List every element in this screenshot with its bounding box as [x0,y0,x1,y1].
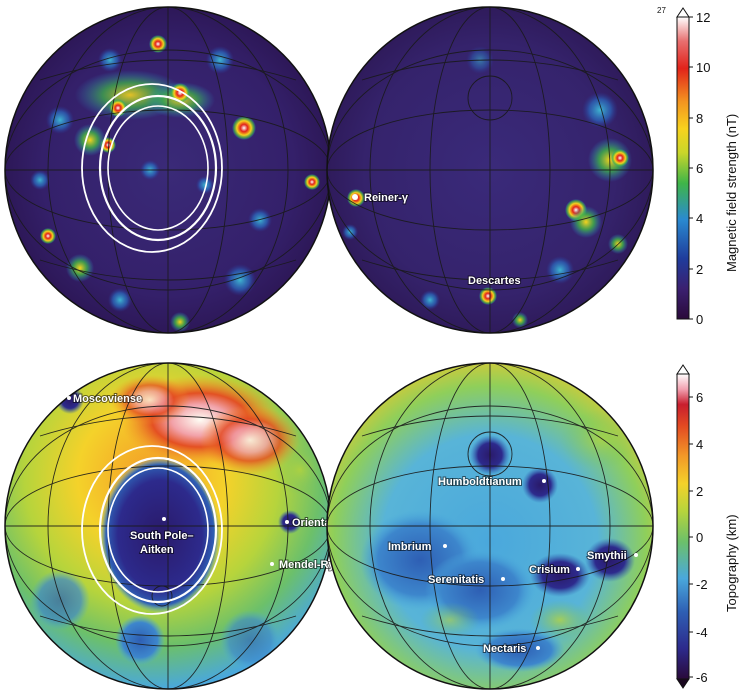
topo-tick-m4: -4 [696,625,708,640]
mag-tick-8: 8 [696,111,703,126]
topography-farside-hemisphere: Moscoviense South Pole– Aitken Orientale… [4,362,366,690]
topography-nearside-hemisphere: Humboldtianum Imbrium Serenitatis Crisiu… [326,362,654,690]
mag-tick-12: 12 [696,10,710,25]
colorbar-max-note: 27 [657,6,666,15]
label-moscoviense: Moscoviense [73,393,142,405]
mag-tick-2: 2 [696,262,703,277]
topo-tick-0: 0 [696,530,703,545]
topo-tick-2: 2 [696,484,703,499]
label-reiner: Reiner-γ [364,192,409,204]
label-spa-line2: Aitken [140,544,174,556]
mag-tick-4: 4 [696,211,703,226]
topo-tick-m6: -6 [696,670,708,685]
mag-tick-6: 6 [696,161,703,176]
label-humboldtianum: Humboldtianum [438,476,522,488]
label-nectaris: Nectaris [483,643,526,655]
label-smythii: Smythii [587,550,627,562]
label-descartes: Descartes [468,275,521,287]
label-serenitatis: Serenitatis [428,574,484,586]
mag-tick-0: 0 [696,312,703,327]
topo-tick-4: 4 [696,437,703,452]
magnetic-colorbar-title: Magnetic field strength (nT) [724,114,739,272]
topography-colorbar: -6 -4 -2 0 2 4 6 Topography (km) [676,364,739,689]
magnetic-farside-hemisphere [4,6,332,334]
label-imbrium: Imbrium [388,541,432,553]
reiner-marker [352,194,358,200]
magnetic-nearside-hemisphere: Reiner-γ Descartes [326,6,654,334]
topography-colorbar-title: Topography (km) [724,514,739,612]
label-crisium: Crisium [529,564,570,576]
label-spa-line1: South Pole– [130,530,194,542]
topo-tick-6: 6 [696,390,703,405]
magnetic-colorbar: 27 0 2 4 6 8 10 12 Magnetic field streng… [657,6,739,327]
topo-tick-m2: -2 [696,577,708,592]
mag-tick-10: 10 [696,60,710,75]
